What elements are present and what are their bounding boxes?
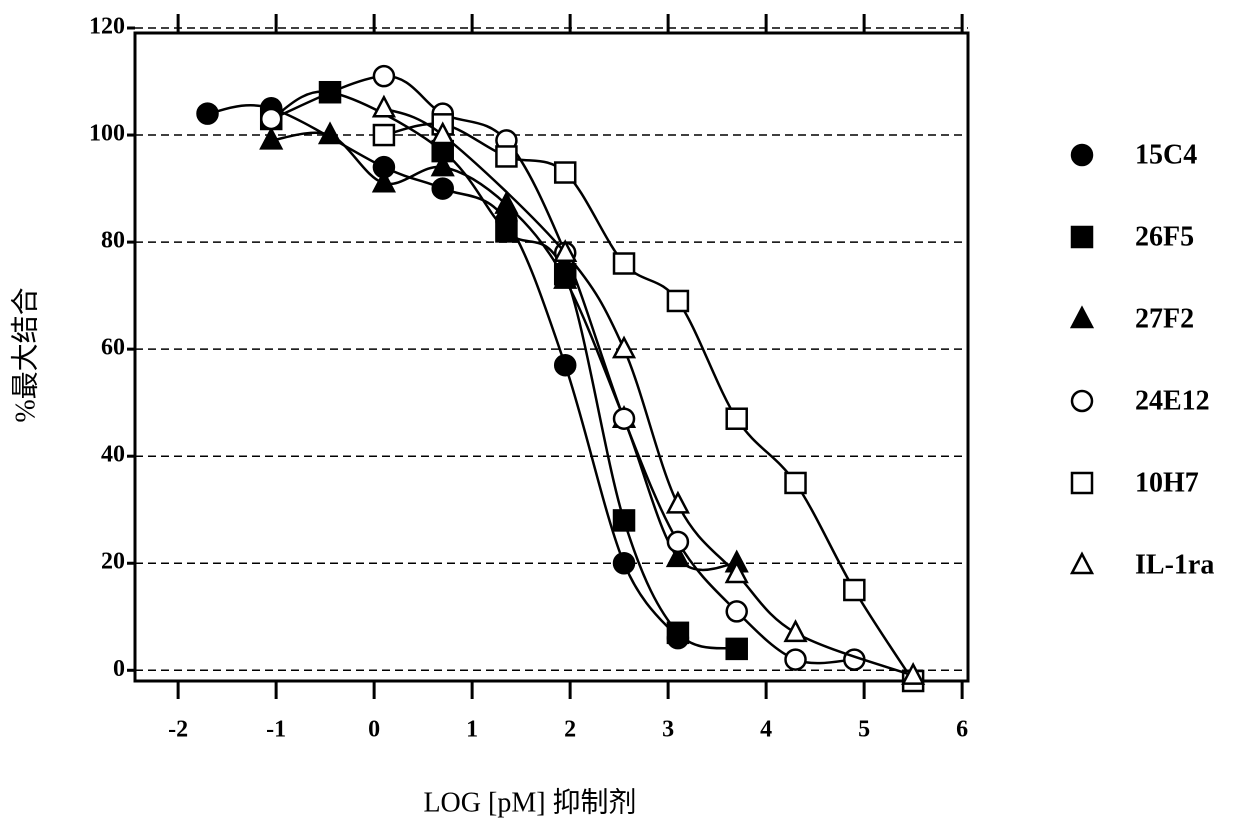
data-point <box>614 510 634 530</box>
chart: LOG [pM] 抑制剂 %最大结合 0 20 40 60 80 100 120 -2 -1 0 1… <box>0 0 1240 830</box>
data-point <box>433 179 453 199</box>
data-point <box>727 601 747 621</box>
data-point <box>496 194 516 213</box>
fit-line <box>384 124 913 681</box>
legend-label: 10H7 <box>1135 467 1199 498</box>
legend-marker <box>1072 227 1092 247</box>
legend-marker <box>1072 145 1092 165</box>
data-point <box>727 409 747 429</box>
y-tick-label: 60 <box>101 335 125 361</box>
legend-label: 27F2 <box>1135 303 1194 334</box>
legend-marker <box>1072 391 1092 411</box>
x-tick-label: 2 <box>564 717 576 743</box>
data-point <box>496 146 516 166</box>
data-point <box>844 580 864 600</box>
data-point <box>786 650 806 670</box>
y-tick-label: 20 <box>101 549 125 575</box>
data-point <box>668 532 688 552</box>
data-point <box>727 639 747 659</box>
data-point <box>786 473 806 493</box>
data-point <box>614 553 634 573</box>
legend-marker <box>1072 473 1092 493</box>
x-tick-label: 0 <box>368 717 380 743</box>
legend-label: 24E12 <box>1135 385 1210 416</box>
data-point <box>555 163 575 183</box>
x-tick-label: 6 <box>956 717 968 743</box>
legend-marker <box>1072 554 1092 573</box>
y-axis-label: %最大结合 <box>9 287 41 422</box>
data-point <box>668 623 688 643</box>
plot-frame <box>135 33 968 681</box>
x-tick-label: 1 <box>466 717 478 743</box>
x-tick-label: -1 <box>266 717 286 743</box>
data-point <box>668 493 688 512</box>
data-point <box>555 355 575 375</box>
data-point <box>374 66 394 86</box>
data-point <box>261 109 281 129</box>
y-tick-label: 80 <box>101 228 125 254</box>
data-point <box>198 104 218 124</box>
data-point <box>786 622 806 641</box>
y-tick-label: 120 <box>89 14 125 40</box>
x-tick-label: -2 <box>168 717 188 743</box>
y-tick-label: 100 <box>89 121 125 147</box>
legend-marker <box>1072 308 1092 327</box>
legend-label: 26F5 <box>1135 221 1194 252</box>
data-point <box>614 254 634 274</box>
data-point <box>614 409 634 429</box>
y-tick-label: 0 <box>113 656 125 682</box>
x-tick-label: 5 <box>858 717 870 743</box>
x-axis-label: LOG [pM] 抑制剂 <box>423 786 636 818</box>
data-point <box>668 291 688 311</box>
data-point <box>374 125 394 145</box>
data-point <box>374 97 394 116</box>
x-tick-label: 4 <box>760 717 772 743</box>
data-point <box>614 338 634 357</box>
legend-label: 15C4 <box>1135 139 1197 170</box>
legend-label: IL-1ra <box>1135 549 1214 580</box>
data-point <box>496 221 516 241</box>
x-tick-label: 3 <box>662 717 674 743</box>
y-tick-label: 40 <box>101 442 125 468</box>
